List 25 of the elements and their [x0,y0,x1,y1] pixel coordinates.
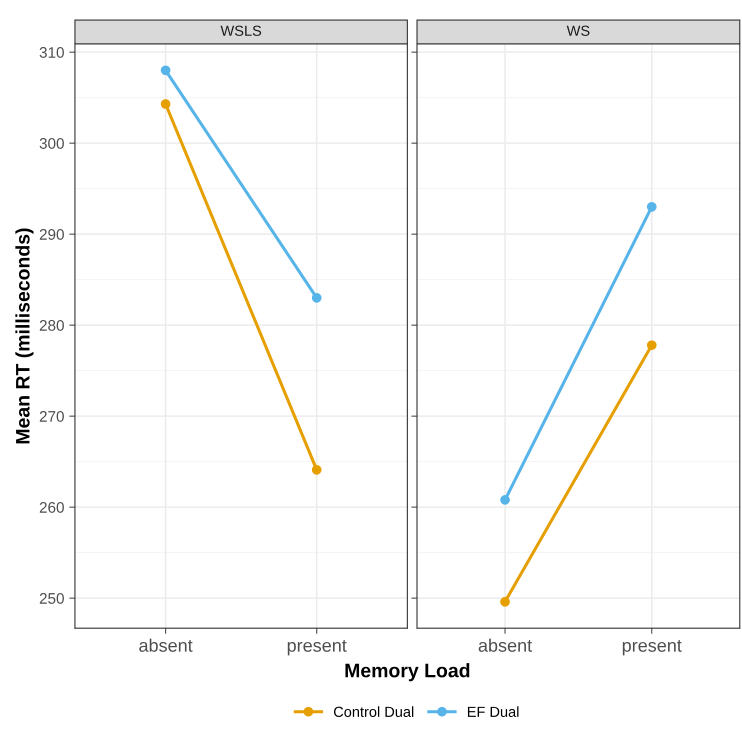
y-tick-label: 260 [40,502,64,513]
y-tick-label: 270 [40,411,64,422]
y-tick-label: 290 [40,229,64,240]
y-tick-label: 280 [40,320,64,331]
point [160,66,170,76]
y-tick-label: 310 [40,47,64,58]
legend-label: Control Dual [334,706,414,717]
point [500,596,510,607]
y-tick-label: 250 [40,593,64,604]
point [646,340,657,350]
legend-label: EF Dual [468,706,518,717]
x-tick-label: absent [139,638,193,652]
point [500,495,510,505]
x-tick-label: absent [478,638,532,652]
chart-title: WS [566,26,590,36]
x-tick-label: present [622,640,682,656]
point [312,464,322,475]
y-tick-label: 300 [40,138,64,149]
chart-title: WSLS [220,26,262,36]
point [160,99,170,109]
x-axis-title: Memory Load [345,663,470,682]
y-axis-title: Mean RT (milliseconds) [15,228,34,444]
point [312,293,322,303]
point [646,202,657,212]
x-tick-label: present [288,640,347,656]
